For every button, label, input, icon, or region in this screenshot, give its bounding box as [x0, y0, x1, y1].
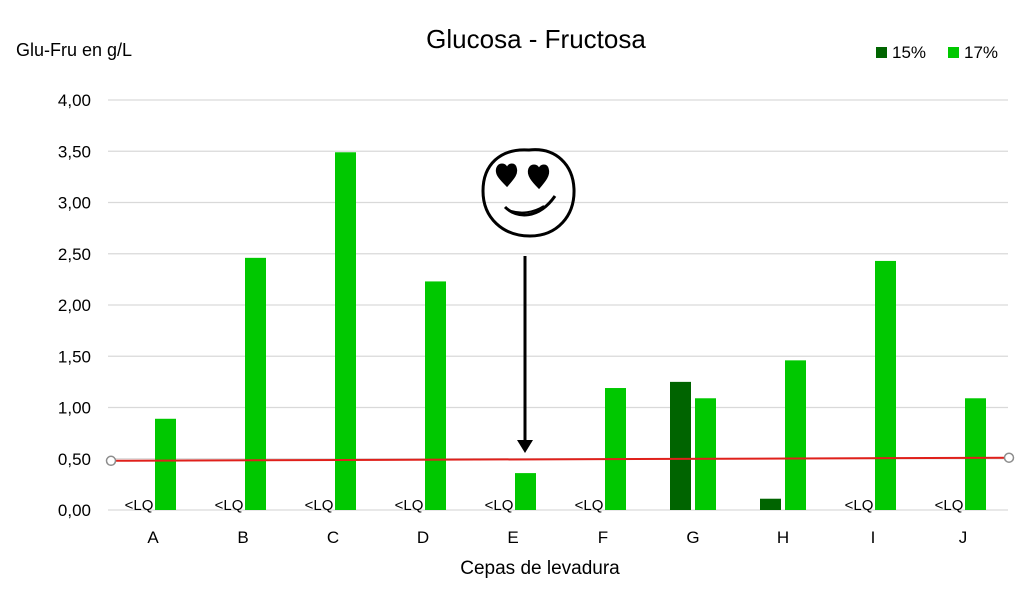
bar-g-17pct	[695, 398, 716, 510]
smiley-annotation	[481, 148, 576, 238]
below-lq-label: <LQ	[395, 497, 424, 514]
y-tick-label: 3,00	[58, 194, 91, 213]
chart-title: Glucosa - Fructosa	[426, 24, 646, 54]
bar-i-17pct	[875, 260, 896, 510]
legend: 15% 17%	[876, 43, 998, 62]
bar-h-15pct	[760, 498, 781, 510]
x-tick-label: A	[147, 528, 159, 547]
legend-swatch	[876, 47, 887, 58]
reference-line	[105, 452, 1015, 467]
bar-d-17pct	[425, 281, 446, 510]
x-tick-label: G	[686, 528, 699, 547]
x-tick-label: C	[327, 528, 339, 547]
y-tick-label: 1,00	[58, 399, 91, 418]
y-tick-label: 2,00	[58, 296, 91, 315]
bar-c-17pct	[335, 152, 356, 510]
below-lq-label: <LQ	[575, 497, 604, 514]
arrow-annotation	[517, 256, 533, 453]
reference-line-handle-end	[1003, 452, 1015, 463]
below-lq-label: <LQ	[935, 497, 964, 514]
bar-h-17pct	[785, 360, 806, 510]
reference-line-handle-start	[105, 455, 117, 467]
x-tick-label: D	[417, 528, 429, 547]
y-tick-label: 0,00	[58, 501, 91, 520]
reference-line-path	[110, 456, 1010, 462]
y-tick-label: 1,50	[58, 347, 91, 366]
y-tick-label: 0,50	[58, 450, 91, 469]
legend-swatch	[948, 47, 959, 58]
arrow-head	[517, 440, 533, 453]
x-tick-labels: A B C D E F G H I J	[147, 528, 967, 547]
bar-b-17pct	[245, 257, 266, 510]
gridlines	[108, 99, 1008, 511]
y-tick-label: 3,50	[58, 142, 91, 161]
x-tick-label: I	[871, 528, 876, 547]
y-tick-label: 2,50	[58, 245, 91, 264]
legend-label: 17%	[964, 43, 998, 62]
heart-eye-left-icon	[495, 163, 518, 188]
x-tick-label: B	[237, 528, 248, 547]
y-axis-label: Glu-Fru en g/L	[16, 40, 132, 60]
legend-label: 15%	[892, 43, 926, 62]
bar-e-17pct	[515, 473, 536, 510]
bar-a-17pct	[155, 418, 176, 510]
bar-g-15pct	[670, 381, 691, 510]
x-tick-label: E	[507, 528, 518, 547]
below-lq-label: <LQ	[125, 497, 154, 514]
smiley-face-outline	[481, 148, 576, 238]
below-lq-label: <LQ	[845, 497, 874, 514]
x-tick-label: J	[959, 528, 968, 547]
bar-f-17pct	[605, 388, 626, 510]
bars	[155, 152, 986, 510]
x-tick-label: H	[777, 528, 789, 547]
x-axis-label: Cepas de levadura	[460, 558, 620, 579]
below-lq-labels: <LQ <LQ <LQ <LQ <LQ <LQ <LQ <LQ	[125, 497, 964, 514]
below-lq-label: <LQ	[305, 497, 334, 514]
y-tick-label: 4,00	[58, 91, 91, 110]
y-tick-labels: 0,00 0,50 1,00 1,50 2,00 2,50 3,00 3,50 4,00	[58, 91, 91, 520]
smile-mouth	[503, 195, 557, 217]
bar-j-17pct	[965, 398, 986, 510]
below-lq-label: <LQ	[485, 497, 514, 514]
x-tick-label: F	[598, 528, 608, 547]
below-lq-label: <LQ	[215, 497, 244, 514]
heart-eye-right-icon	[527, 164, 550, 190]
smile-mouth-inner	[510, 205, 545, 214]
